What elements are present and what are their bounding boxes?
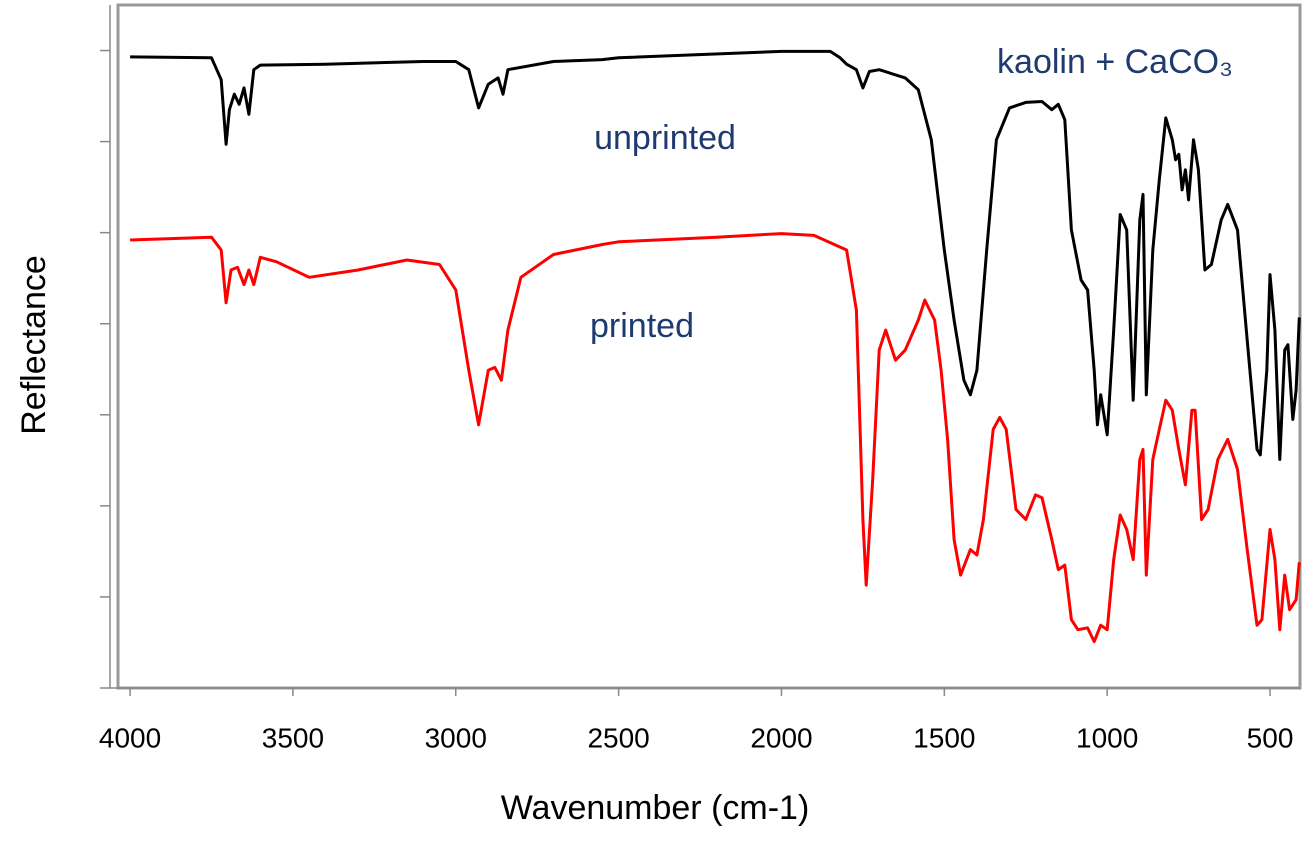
- x-axis-label: Wavenumber (cm-1): [501, 789, 810, 827]
- annotation: unprinted: [594, 119, 736, 157]
- x-tick-label: 3000: [425, 722, 487, 753]
- x-tick-label: 1500: [913, 722, 975, 753]
- x-tick-label: 2500: [587, 722, 649, 753]
- x-tick-label: 4000: [99, 722, 161, 753]
- x-tick-label: 3500: [262, 722, 324, 753]
- annotation: printed: [590, 307, 694, 345]
- annotation: kaolin + CaCO₃: [997, 43, 1233, 81]
- plot-frame: [116, 3, 1302, 690]
- y-axis-label: Reflectance: [15, 255, 53, 435]
- spectrum-line: [130, 49, 1301, 461]
- spectrum-line: [130, 232, 1301, 644]
- x-tick-label: 1000: [1076, 722, 1138, 753]
- x-tick-label: 2000: [750, 722, 812, 753]
- x-tick-label: 500: [1247, 722, 1294, 753]
